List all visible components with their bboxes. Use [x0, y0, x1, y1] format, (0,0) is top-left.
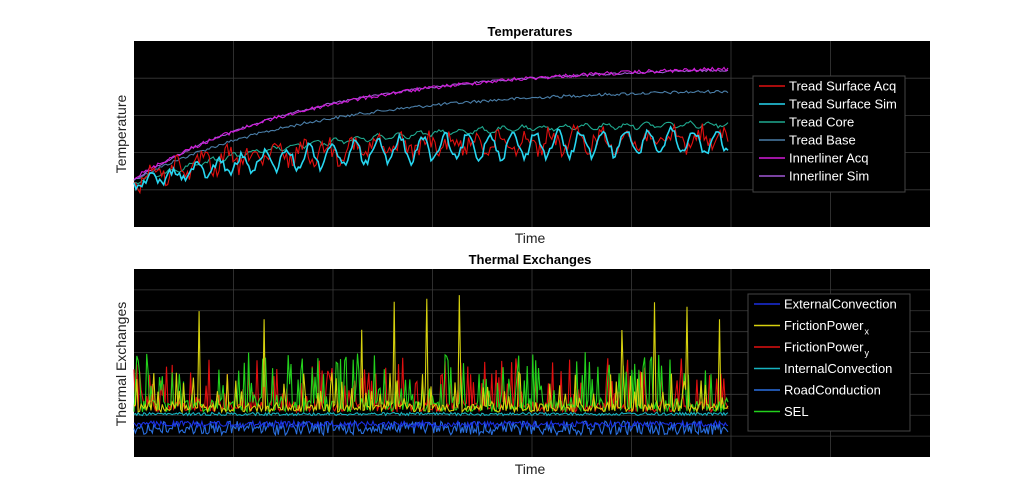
thermal-exchanges-title: Thermal Exchanges [469, 252, 592, 267]
thermal-exchanges-legend: ExternalConvection FrictionPower xFriction… [747, 293, 911, 432]
legend-box [747, 293, 911, 432]
legend-entry: SEL [784, 404, 809, 419]
legend-box [752, 75, 906, 193]
legend-entry: InternalConvection [784, 361, 892, 376]
series-line-sel [133, 352, 729, 414]
legend-entry-subscript: y [864, 348, 869, 358]
legend-entry: Innerliner Sim [789, 169, 869, 184]
legend-entry: FrictionPower [784, 340, 864, 355]
temperatures-legend: Tread Surface Acq Tread Surface Sim Tread … [752, 75, 906, 193]
temperatures-title: Temperatures [487, 24, 572, 39]
legend-entry-subscript: x [864, 327, 869, 337]
temperatures-xlabel: Time [515, 230, 546, 246]
series-line-tread-base [133, 89, 729, 181]
series-line-internalconvection [133, 411, 729, 417]
legend-entry: RoadConduction [784, 383, 881, 398]
legend-entry: Tread Surface Acq [789, 79, 896, 94]
legend-entry: Tread Core [789, 115, 854, 130]
temperatures-ylabel: Temperature [113, 94, 129, 173]
temperatures-lines [133, 66, 729, 195]
legend-entry: ExternalConvection [784, 297, 897, 312]
series-line-innerliner-acq [133, 66, 729, 181]
legend-entry: Tread Base [789, 133, 856, 148]
temperatures-chart: Temperatures Time Temperature Tread Surf… [113, 24, 930, 246]
legend-entry: FrictionPower [784, 318, 864, 333]
thermal-exchanges-lines [133, 295, 729, 437]
thermal-exchanges-xlabel: Time [515, 461, 546, 477]
legend-entry: Innerliner Acq [789, 151, 869, 166]
thermal-exchanges-chart: Thermal Exchanges Time Thermal Exchanges… [113, 252, 930, 477]
thermal-exchanges-ylabel: Thermal Exchanges [113, 302, 129, 427]
series-line-tread-core [133, 120, 729, 185]
series-line-frictionpower-x [133, 295, 729, 414]
series-line-tread-surface-acq [133, 123, 729, 195]
series-line-externalconvection [133, 418, 729, 430]
series-line-tread-surface-sim [133, 125, 729, 192]
legend-entry: Tread Surface Sim [789, 97, 897, 112]
